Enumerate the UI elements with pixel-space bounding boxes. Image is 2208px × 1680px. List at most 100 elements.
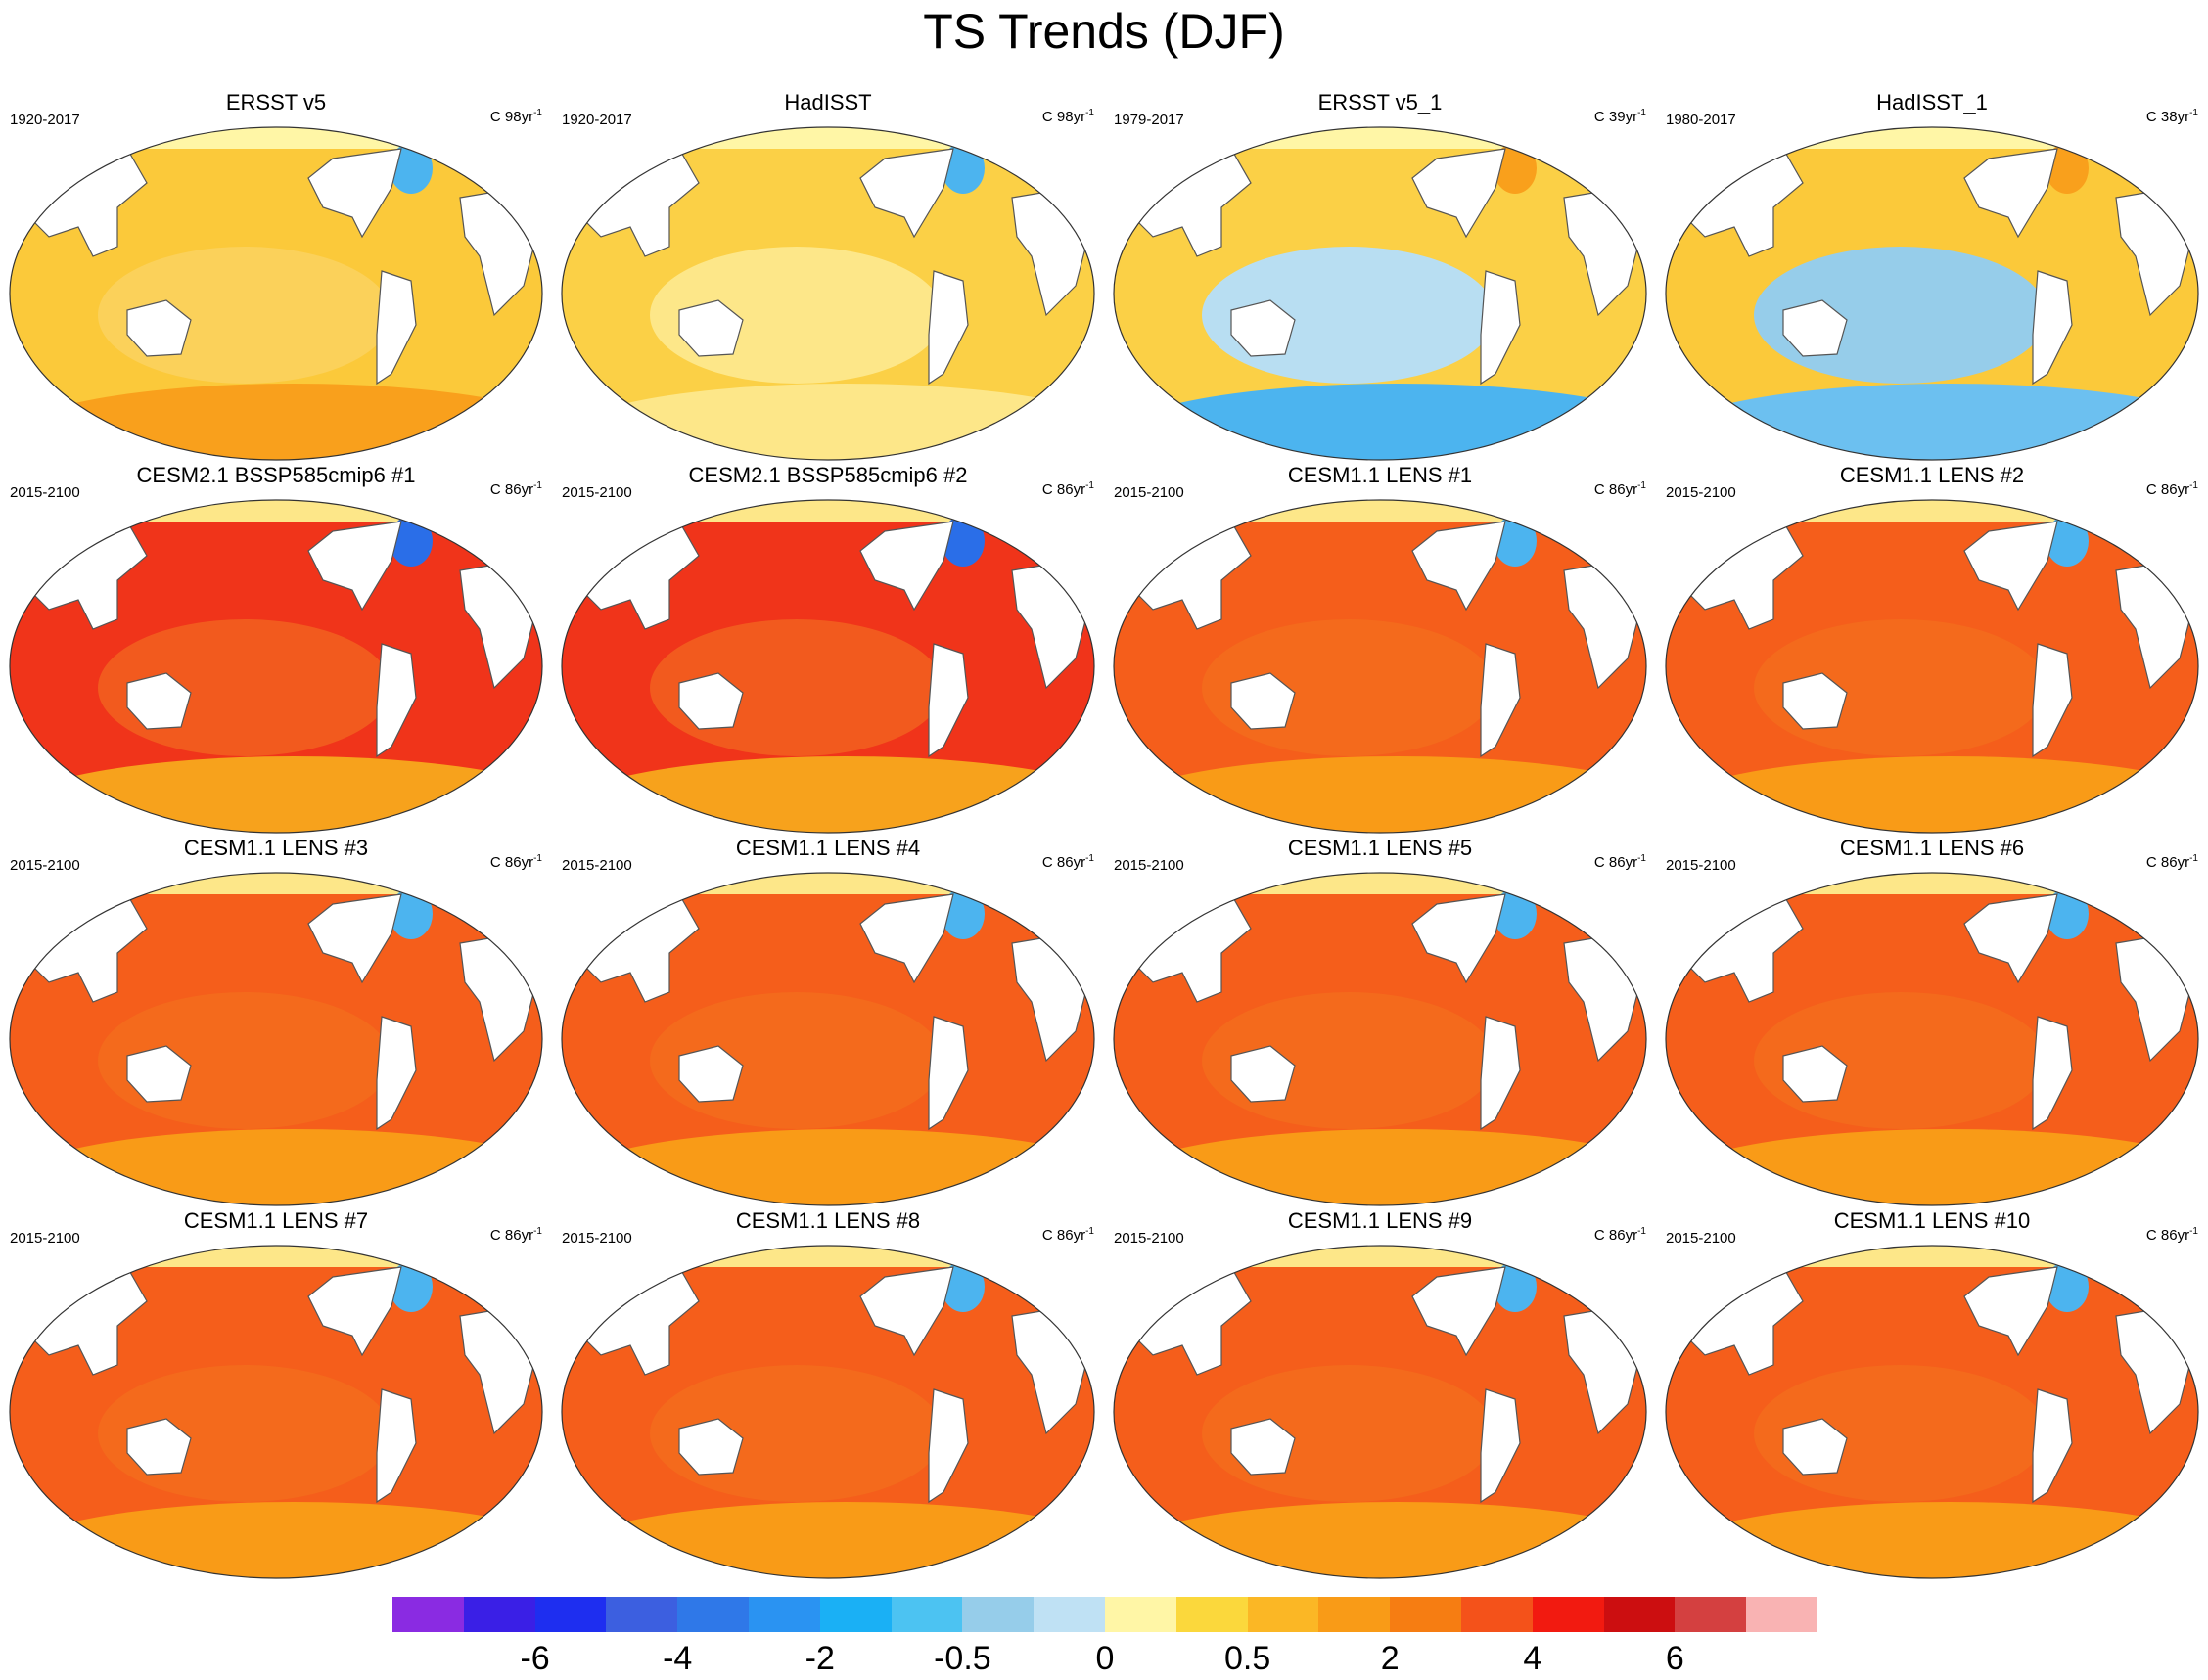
panel-units: C 86yr-1 [1041, 853, 1094, 871]
southern-ocean-anomaly [1666, 756, 2198, 833]
panel-period: 2015-2100 [562, 484, 632, 501]
panel-title: HadISST [784, 90, 872, 114]
north-atlantic-anomaly [942, 888, 985, 939]
figure-title: TS Trends (DJF) [923, 4, 1285, 59]
map-canvas [1113, 872, 1647, 1206]
panel-title: CESM1.1 LENS #1 [1287, 463, 1473, 487]
panel-units: C 86yr-1 [2145, 480, 2198, 498]
arctic-band [1114, 500, 1646, 522]
panel-period: 1920-2017 [10, 112, 80, 128]
land-mass [1782, 672, 1848, 730]
land-mass [1480, 1388, 1521, 1504]
land-mass [1963, 893, 2058, 984]
land-mass [859, 521, 954, 612]
north-atlantic-anomaly [2046, 888, 2089, 939]
map-panel: CESM1.1 LENS #8 2015-2100 C 86yr-1 [552, 1208, 1104, 1580]
map-panel: CESM1.1 LENS #2 2015-2100 C 86yr-1 [1656, 463, 2208, 835]
southern-ocean-anomaly [1114, 756, 1646, 833]
map-canvas [1113, 499, 1647, 834]
map-boundary [561, 872, 1095, 1206]
colorbar-segment [1461, 1597, 1534, 1632]
map-panel: CESM1.1 LENS #3 2015-2100 C 86yr-1 [0, 836, 552, 1207]
north-atlantic-anomaly [1494, 888, 1537, 939]
arctic-band [1114, 873, 1646, 894]
land-mass [444, 1247, 500, 1288]
land-mass [2032, 270, 2073, 386]
southern-ocean-anomaly [562, 384, 1094, 460]
colorbar-segment [463, 1597, 536, 1632]
land-mass [1548, 874, 1604, 915]
southern-ocean-anomaly [10, 756, 542, 833]
map-boundary [1665, 499, 2199, 834]
colorbar-segment [1247, 1597, 1319, 1632]
panel-period: 2015-2100 [562, 1230, 632, 1247]
land-mass [1963, 148, 2058, 239]
panel-title: ERSST v5 [225, 90, 327, 114]
panel-title: CESM1.1 LENS #6 [1839, 836, 2025, 860]
land-mass [126, 1045, 192, 1103]
panel-units: C 86yr-1 [489, 480, 542, 498]
panel-title: CESM1.1 LENS #8 [735, 1208, 921, 1233]
panel-title: ERSST v5_1 [1317, 90, 1443, 114]
panel-title: CESM1.1 LENS #9 [1287, 1208, 1473, 1233]
land-mass [996, 501, 1052, 542]
north-atlantic-anomaly [942, 1261, 985, 1312]
southern-ocean-anomaly [1666, 1502, 2198, 1578]
southern-ocean-anomaly [562, 1129, 1094, 1205]
north-atlantic-anomaly [390, 1261, 433, 1312]
land-mass [376, 1016, 417, 1131]
panel-period: 2015-2100 [562, 857, 632, 874]
southern-ocean-anomaly [1666, 1129, 2198, 1205]
land-mass [1548, 501, 1604, 542]
north-atlantic-anomaly [1494, 143, 1537, 194]
land-mass [1480, 270, 1521, 386]
land-mass [859, 148, 954, 239]
north-atlantic-anomaly [2046, 516, 2089, 567]
land-mass [2100, 1247, 2156, 1288]
southern-ocean-anomaly [562, 1502, 1094, 1578]
panel-title: CESM2.1 BSSP585cmip6 #1 [136, 463, 416, 487]
land-mass [928, 1016, 969, 1131]
panel-period: 1980-2017 [1666, 112, 1736, 128]
arctic-band [1666, 500, 2198, 522]
colorbar-tick-label: -2 [805, 1640, 835, 1677]
map-boundary [1113, 1245, 1647, 1579]
land-mass [444, 874, 500, 915]
map-panel: CESM1.1 LENS #4 2015-2100 C 86yr-1 [552, 836, 1104, 1207]
colorbar-tick-label: -6 [520, 1640, 550, 1677]
map-boundary [1113, 499, 1647, 834]
colorbar-segment [1175, 1597, 1249, 1632]
north-atlantic-anomaly [942, 516, 985, 567]
map-boundary [1665, 1245, 2199, 1579]
land-mass [928, 270, 969, 386]
north-atlantic-anomaly [390, 516, 433, 567]
land-mass [1411, 893, 1506, 984]
land-mass [376, 1388, 417, 1504]
map-canvas [9, 126, 543, 461]
panel-units: C 86yr-1 [1593, 853, 1646, 871]
panel-period: 1920-2017 [562, 112, 632, 128]
panel-title: HadISST_1 [1876, 90, 1988, 114]
map-boundary [9, 126, 543, 461]
map-canvas [1113, 1245, 1647, 1579]
land-mass [2032, 1388, 2073, 1504]
arctic-band [1666, 127, 2198, 149]
map-canvas [561, 126, 1095, 461]
map-boundary [561, 499, 1095, 834]
panel-period: 2015-2100 [1114, 857, 1184, 874]
arctic-band [562, 873, 1094, 894]
colorbar-tick-label: -4 [663, 1640, 693, 1677]
map-panel: HadISST 1920-2017 C 98yr-1 [552, 90, 1104, 462]
panel-units: C 86yr-1 [2145, 1226, 2198, 1244]
map-boundary [1665, 872, 2199, 1206]
north-atlantic-anomaly [390, 143, 433, 194]
map-boundary [9, 499, 543, 834]
land-mass [307, 893, 402, 984]
colorbar-tick-label: 0.5 [1223, 1640, 1271, 1677]
panel-units: C 98yr-1 [489, 108, 542, 125]
colorbar-tick-label: 4 [1523, 1640, 1542, 1677]
land-mass [1548, 128, 1604, 169]
panel-title: CESM1.1 LENS #5 [1287, 836, 1473, 860]
colorbar-segment [1675, 1597, 1747, 1632]
map-panel: CESM1.1 LENS #7 2015-2100 C 86yr-1 [0, 1208, 552, 1580]
